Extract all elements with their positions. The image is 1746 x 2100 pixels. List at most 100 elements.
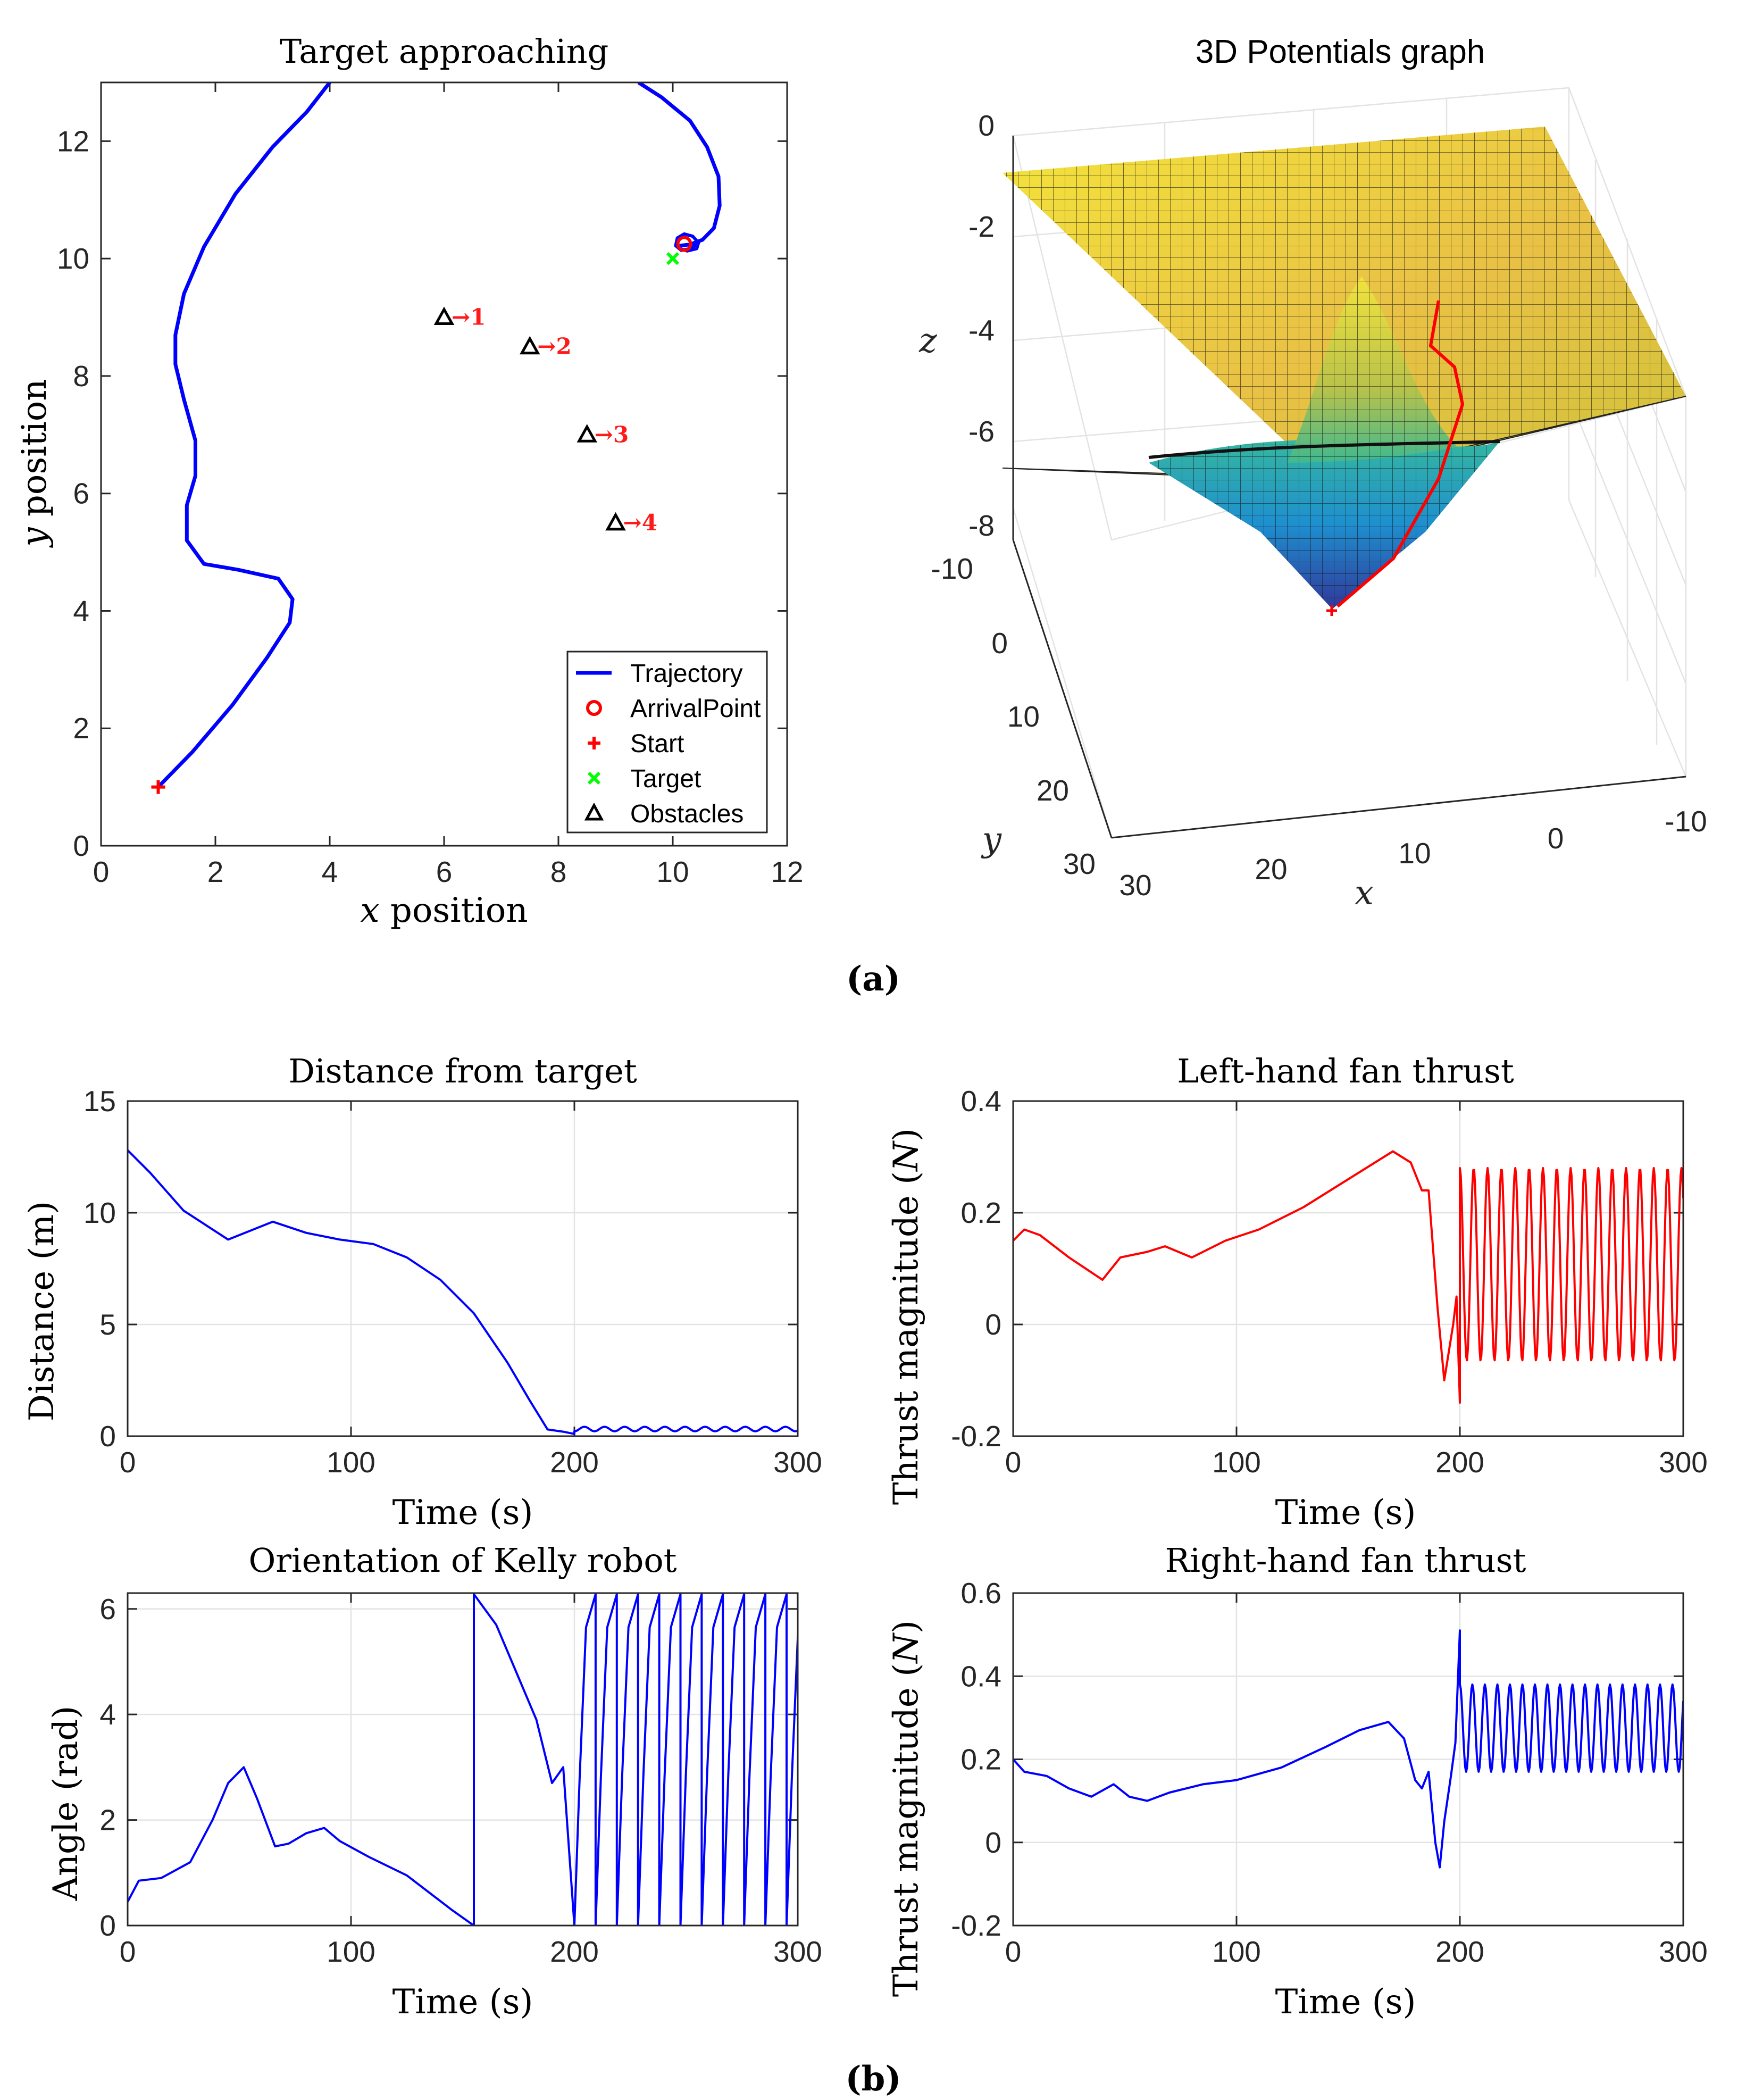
lthrust-ytick-label-3: 0.4	[961, 1085, 1001, 1118]
dist-ytick-label-2: 10	[83, 1196, 116, 1229]
traj-frame	[100, 81, 788, 847]
trajectory-ylabel: y position	[15, 379, 54, 548]
orientation-chart: Orientation of Kelly robot 0 100 200 300 0 2 4…	[46, 1541, 822, 2022]
y-tick-4: 30	[1063, 847, 1096, 880]
x-tick-0: 30	[1119, 869, 1151, 902]
y-tick-0: -10	[931, 552, 974, 585]
legend-obstacles-label: Obstacles	[630, 800, 743, 828]
distance-xlabel: Time (s)	[392, 1493, 533, 1532]
start-marker	[151, 780, 165, 794]
lthrust-ytick-label-0: -0.2	[951, 1420, 1001, 1453]
orient-background	[128, 1593, 798, 1926]
obstacle-marker-1	[433, 306, 455, 326]
distance-line	[128, 1149, 798, 1435]
orient-ytick-label-1: 2	[99, 1804, 116, 1837]
rthrust-ytick-label-2: 0.2	[961, 1743, 1001, 1776]
lthrust-ytick-label-2: 0.2	[961, 1196, 1001, 1229]
lthrust-background	[1013, 1101, 1683, 1436]
potentials-title: 3D Potentials graph	[1196, 34, 1485, 70]
x-axis-label: x	[1355, 873, 1374, 913]
z-tick-2: -4	[968, 314, 995, 347]
orientation-xlabel: Time (s)	[392, 1982, 533, 2022]
traj-xtick-label-1: 2	[207, 855, 224, 888]
x-tick-1: 20	[1255, 853, 1287, 886]
lthrust-ytick-label-1: 0	[985, 1308, 1001, 1341]
subfigure-b-label: (b)	[845, 2059, 901, 2099]
surface-well-mesh	[1149, 439, 1500, 609]
traj-ytick-label-3: 6	[73, 477, 89, 510]
orient-ytick-label-0: 0	[99, 1909, 116, 1942]
x-tick-3: 0	[1548, 822, 1564, 855]
traj-xtick-label-2: 4	[322, 855, 338, 888]
dist-background	[128, 1101, 798, 1436]
target-marker	[666, 252, 680, 265]
right-thrust-ylabel: Thrust magnitude (N)	[887, 1620, 926, 1997]
trajectory-legend: Trajectory ArrivalPoint Start Target Obs…	[566, 651, 768, 834]
axis-3d: 0 -2 -4 -6 -8 -10 0 10 20 30 30 20 10 0 …	[918, 109, 1707, 913]
y-tick-2: 10	[1007, 700, 1040, 733]
obstacle-label-2: →2	[537, 334, 571, 360]
orient-frame	[127, 1592, 799, 1927]
traj-ytick-label-2: 4	[73, 594, 89, 627]
trajectory-xlabel: x position	[360, 891, 528, 930]
surface-peak-mesh	[1287, 277, 1457, 463]
rthrust-xtick-label-1: 100	[1212, 1935, 1261, 1968]
orientation-plot-area: 0 100 200 300 0 2 4 6	[99, 1592, 822, 1968]
legend-start-label: Start	[630, 730, 684, 758]
dist-ytick-label-0: 0	[99, 1420, 116, 1453]
rthrust-ytick-label-4: 0.6	[961, 1577, 1001, 1610]
right-thrust-title: Right-hand fan thrust	[1165, 1541, 1526, 1580]
dist-frame	[127, 1100, 799, 1437]
z-tick-0: 0	[978, 109, 995, 142]
surface	[1002, 127, 1686, 616]
orient-xtick-label-2: 200	[550, 1935, 599, 1968]
traj-xtick-label-3: 6	[436, 855, 453, 888]
distance-title: Distance from target	[288, 1052, 637, 1090]
distance-ylabel: Distance (m)	[22, 1201, 62, 1421]
orientation-ylabel: Angle (rad)	[46, 1706, 86, 1902]
traj-ytick-label-6: 12	[57, 124, 89, 157]
trajectory-title: Target approaching	[280, 32, 609, 71]
traj-xtick-label-6: 12	[771, 855, 803, 888]
z-tick-3: -6	[968, 415, 995, 448]
right-thrust-line	[1013, 1629, 1683, 1869]
obstacle-label-3: →3	[595, 421, 629, 447]
traj-xtick-label-5: 10	[656, 855, 689, 888]
lthrust-xtick-label-3: 300	[1659, 1446, 1708, 1479]
lthrust-frame	[1012, 1100, 1684, 1437]
right-thrust-plot-area: 0 100 200 300-0.200.20.40.6	[951, 1577, 1708, 1968]
distance-chart: Distance from target 0 100 200 300 0 5 10 15 Ti…	[22, 1052, 822, 1532]
surface-red-trace	[1336, 300, 1465, 608]
rthrust-ytick-label-1: 0	[985, 1826, 1001, 1859]
obstacle-label-4: →4	[623, 510, 657, 536]
obstacle-label-1: →1	[452, 304, 486, 330]
z-tick-1: -2	[968, 210, 995, 243]
trajectory-line	[156, 82, 331, 789]
lthrust-xtick-label-1: 100	[1212, 1446, 1261, 1479]
x-tick-4: -10	[1665, 805, 1707, 838]
orientation-title: Orientation of Kelly robot	[248, 1541, 676, 1580]
orient-xtick-label-3: 300	[773, 1935, 822, 1968]
trajectory-chart: Target approaching 0 2 4 6 8 10 12 0 2 4 6 8 10 12 →1 →…	[15, 32, 804, 930]
dist-xtick-label-2: 200	[550, 1446, 599, 1479]
subfigure-a-label: (a)	[846, 959, 900, 999]
arrival-point-marker	[676, 236, 692, 252]
dist-xtick-label-1: 100	[327, 1446, 375, 1479]
x-tick-2: 10	[1398, 837, 1431, 870]
legend-start-swatch	[588, 737, 600, 749]
orient-ytick-label-3: 6	[99, 1593, 116, 1626]
lthrust-xtick-label-0: 0	[1005, 1446, 1022, 1479]
obstacle-marker-4	[605, 512, 626, 531]
legend-target-swatch	[587, 771, 601, 785]
dist-xtick-label-0: 0	[120, 1446, 136, 1479]
legend-arrival-label: ArrivalPoint	[630, 695, 761, 723]
dist-ytick-label-3: 15	[83, 1085, 116, 1118]
legend-box	[566, 651, 768, 834]
right-thrust-xlabel: Time (s)	[1275, 1982, 1416, 2022]
left-thrust-title: Left-hand fan thrust	[1177, 1052, 1514, 1090]
surface-start-marker	[1326, 605, 1337, 616]
trajectory-plot-area: 0 2 4 6 8 10 12 0 2 4 6 8 10 12 →1 →2 →3 →4	[57, 81, 804, 888]
legend-arrival-swatch	[586, 700, 602, 716]
traj-ytick-label-1: 2	[73, 712, 89, 745]
